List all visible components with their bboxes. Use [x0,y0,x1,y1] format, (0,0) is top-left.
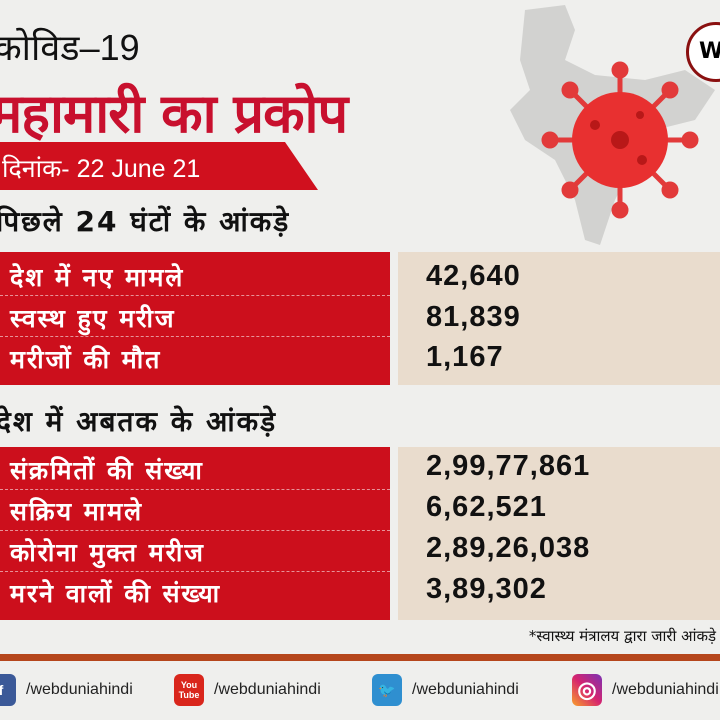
section2-values: 2,99,77,861 6,62,521 2,89,26,038 3,89,30… [398,447,720,620]
social-facebook[interactable]: f/webduniahindi [0,674,133,706]
footnote: *स्वास्थ्य मंत्रालय द्वारा जारी आंकड़े [528,627,716,645]
divider [0,654,720,661]
table-row-value: 3,89,302 [426,573,547,605]
table-row-value: 2,99,77,861 [426,450,591,482]
social-youtube[interactable]: You Tube/webduniahindi [174,674,321,706]
table-row-value: 42,640 [426,260,521,292]
table-row-value: 2,89,26,038 [426,532,591,564]
section1-heading: पिछले 24 घंटों के आंकड़े [0,205,291,238]
twitter-icon: 🐦 [372,674,402,706]
facebook-icon: f [0,674,16,706]
table-row-label: मरीजों की मौत [10,345,162,374]
table-row-label: कोरोना मुक्त मरीज [0,531,390,572]
date-label: दिनांक- 22 June 21 [2,155,201,183]
section2-heading: देश में अबतक के आंकड़े [0,405,278,438]
table-row-label: स्वस्थ हुए मरीज [0,297,390,337]
section1-labels: देश में नए मामले स्वस्थ हुए मरीज मरीजों … [0,252,390,385]
table-row-label: मरने वालों की संख्या [10,579,222,608]
table-row-label: देश में नए मामले [0,256,390,296]
title: कोविड–19 [0,27,140,68]
section1-values: 42,640 81,839 1,167 [398,252,720,385]
table-row-label: सक्रिय मामले [0,490,390,531]
headline: महामारी का प्रकोप [0,81,348,145]
youtube-icon: You Tube [174,674,204,706]
social-instagram[interactable]: ◎ /webduniahindi [572,674,719,706]
social-twitter[interactable]: 🐦 /webduniahindi [372,674,519,706]
section2-labels: संक्रमितों की संख्या सक्रिय मामले कोरोना… [0,447,390,620]
table-row-value: 1,167 [426,341,504,373]
social-handle: /webduniahindi [612,681,719,698]
social-handle: /webduniahindi [412,681,519,698]
table-row-value: 81,839 [426,301,521,333]
table-row-label: संक्रमितों की संख्या [0,449,390,490]
social-handle: /webduniahindi [26,681,133,698]
virus-icon [541,61,699,219]
instagram-icon: ◎ [572,674,602,706]
social-handle: /webduniahindi [214,681,321,698]
date-ribbon: दिनांक- 22 June 21 [0,142,318,190]
table-row-value: 6,62,521 [426,491,547,523]
